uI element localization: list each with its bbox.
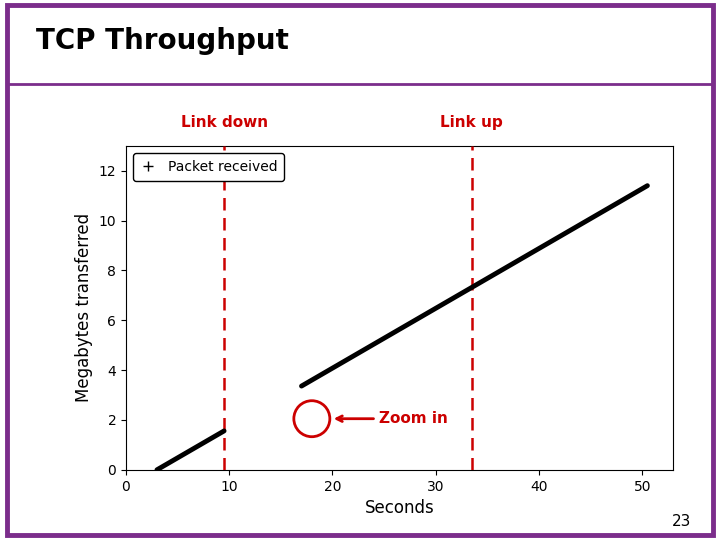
Text: Link down: Link down — [181, 114, 268, 130]
Legend: Packet received: Packet received — [133, 153, 284, 181]
Text: Link up: Link up — [441, 114, 503, 130]
Y-axis label: Megabytes transferred: Megabytes transferred — [75, 213, 93, 402]
Text: 23: 23 — [672, 514, 691, 529]
X-axis label: Seconds: Seconds — [365, 499, 434, 517]
Text: Zoom in: Zoom in — [379, 411, 449, 426]
Text: TCP Throughput: TCP Throughput — [36, 27, 289, 55]
